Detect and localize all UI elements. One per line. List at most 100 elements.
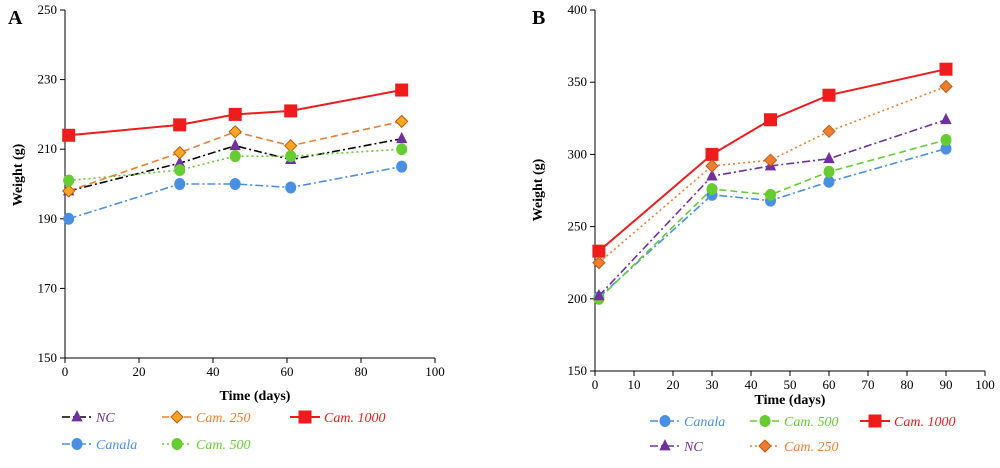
series-cam500 [63, 143, 408, 187]
data-point [940, 112, 952, 125]
x-tick-label: 40 [745, 377, 758, 392]
series-canala [63, 160, 408, 225]
y-tick-label: 150 [38, 350, 58, 365]
series-line [598, 147, 947, 298]
data-point [228, 107, 242, 121]
data-point [592, 244, 606, 258]
series-line [68, 148, 402, 182]
data-point [705, 159, 719, 173]
x-tick-label: 60 [281, 364, 294, 379]
data-point [285, 150, 297, 163]
legend-label: Canala [684, 415, 725, 430]
legend-item-cam500: Cam. 500 [162, 438, 250, 453]
data-point [396, 131, 408, 144]
x-tick-label: 40 [207, 364, 220, 379]
x-axis-title: Time (days) [755, 393, 826, 408]
y-tick-label: 300 [568, 146, 588, 161]
legend-label: Cam. 1000 [324, 411, 385, 426]
x-tick-label: 60 [823, 377, 836, 392]
x-tick-label: 70 [862, 377, 875, 392]
data-point [823, 175, 835, 188]
x-tick-label: 20 [133, 364, 146, 379]
data-point [63, 174, 75, 187]
data-point [394, 114, 409, 129]
data-point [229, 150, 241, 163]
series-line [598, 85, 947, 264]
data-point [592, 255, 606, 270]
legend-item-nc: NC [62, 410, 115, 426]
legend-marker [758, 439, 772, 453]
legend-item-canala: Canala [62, 438, 137, 453]
x-tick-label: 30 [706, 377, 719, 392]
y-tick-label: 400 [568, 2, 588, 17]
x-tick-label: 100 [425, 364, 445, 379]
data-point [822, 88, 836, 102]
data-point [61, 184, 76, 198]
y-tick-label: 350 [568, 74, 588, 89]
x-tick-label: 90 [940, 377, 953, 392]
data-point [396, 160, 408, 173]
x-axis-title: Time (days) [220, 389, 291, 404]
y-axis-title: Weight (g) [11, 143, 26, 206]
y-tick-label: 150 [568, 363, 588, 378]
y-tick-label: 200 [568, 291, 588, 306]
data-point [705, 147, 719, 161]
y-tick-label: 210 [38, 141, 58, 156]
data-point [62, 128, 76, 142]
legend-marker [759, 415, 771, 427]
series-line [68, 165, 402, 220]
data-point [285, 181, 297, 194]
data-point [940, 133, 952, 146]
x-tick-label: 100 [975, 377, 995, 392]
legend: Canala Cam. 500 Cam. 1000 NC Cam. 250 [650, 414, 955, 455]
data-point [765, 188, 776, 201]
legend-label: Cam. 500 [784, 415, 838, 430]
legend-item-cam1000: Cam. 1000 [290, 410, 385, 426]
data-point [763, 153, 778, 167]
panel-label: A [8, 7, 23, 29]
data-point [174, 164, 186, 177]
series-cam1000 [62, 83, 409, 142]
legend-marker [659, 415, 671, 427]
legend-marker [868, 414, 882, 428]
y-axis-title: Weight (g) [531, 158, 546, 221]
data-point [228, 125, 242, 139]
data-point [229, 178, 241, 190]
data-point [172, 145, 187, 160]
data-point [396, 143, 408, 156]
series-line [598, 139, 947, 300]
legend-item-cam1000: Cam. 1000 [860, 414, 955, 430]
legend-marker [171, 438, 183, 450]
data-point [823, 165, 835, 178]
legend-label: NC [683, 440, 703, 455]
x-tick-label: 80 [355, 364, 368, 379]
y-tick-label: 190 [38, 211, 58, 226]
legend: NC Cam. 250 Cam. 1000 Canala Cam. 500 [62, 410, 385, 453]
data-point [939, 79, 953, 94]
legend-label: Cam. 1000 [894, 415, 955, 430]
data-point [706, 183, 718, 196]
data-point [284, 104, 298, 118]
series-cam250 [61, 114, 409, 198]
data-point [706, 169, 718, 181]
y-tick-label: 250 [38, 2, 58, 17]
legend-label: Canala [96, 438, 137, 453]
data-point [63, 212, 75, 225]
data-point [822, 124, 836, 139]
legend-label: Cam. 500 [196, 438, 250, 453]
legend-item-cam250: Cam. 250 [162, 410, 250, 426]
legend-marker [71, 410, 83, 422]
data-point [395, 83, 409, 97]
series-cam250 [592, 79, 953, 270]
series-cam1000 [592, 62, 953, 258]
panel-label: B [532, 7, 545, 29]
chart-panel-a: A 150 170 190 210 230 250 0 20 40 60 80 100 Time (day… [8, 2, 445, 453]
legend-item-canala: Canala [650, 415, 725, 430]
y-tick-label: 250 [568, 219, 588, 234]
data-point [173, 118, 187, 132]
legend-label: Cam. 250 [784, 440, 838, 455]
x-tick-label: 10 [628, 377, 641, 392]
data-point [229, 138, 241, 151]
chart-panel-b: B 150 200 250 300 350 400 0 10 20 30 40 50 60 70 80 90 10… [531, 2, 995, 455]
